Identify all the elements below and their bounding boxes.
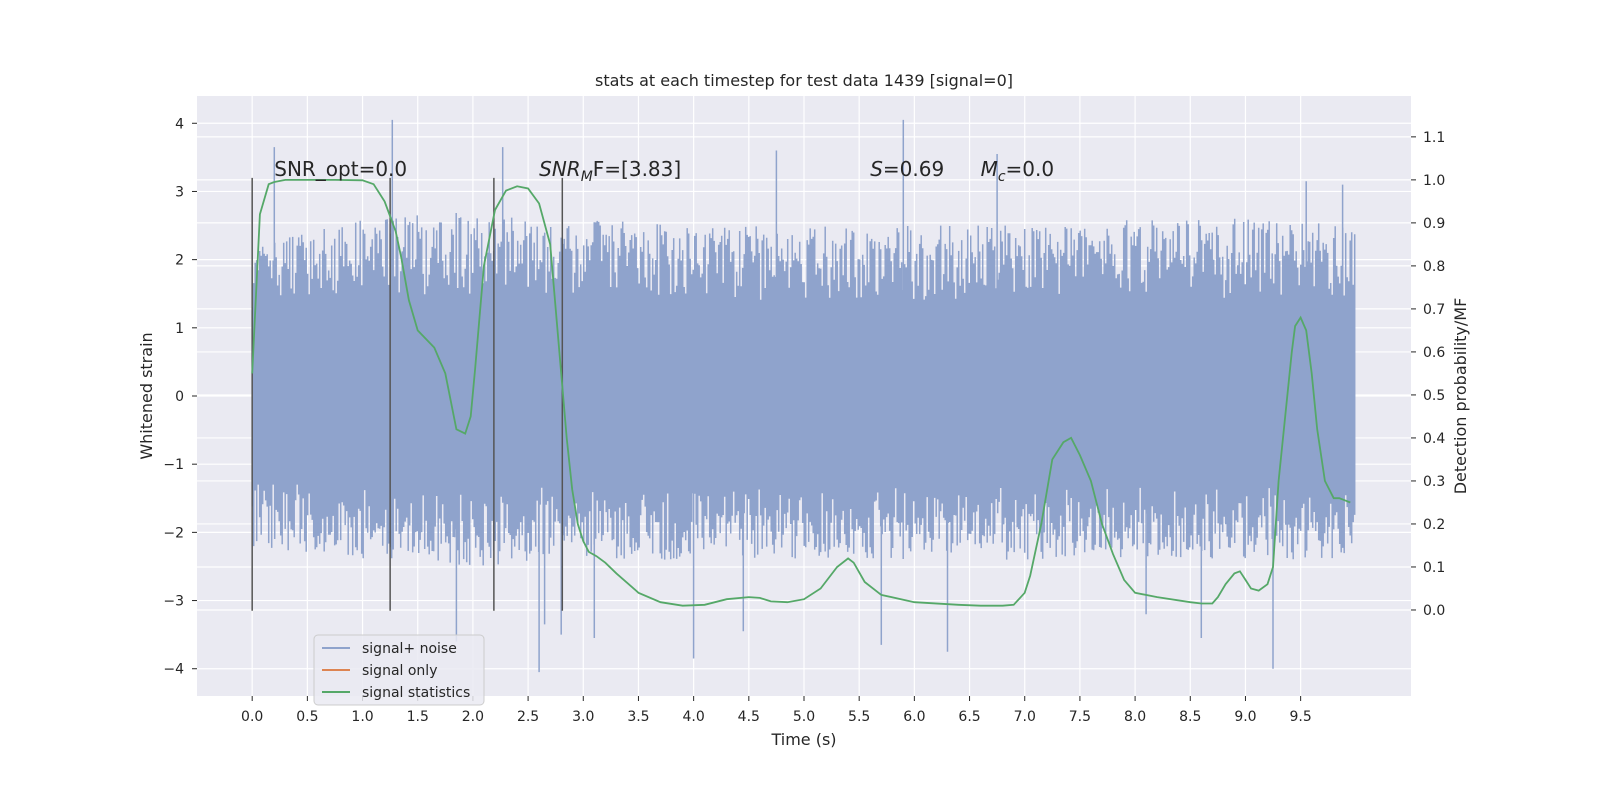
y-right-tick-label: 0.8 <box>1423 259 1445 275</box>
y-left-tick-label: 0 <box>175 389 184 405</box>
line-series <box>251 178 1351 607</box>
y-left-tick-label: −4 <box>163 662 184 678</box>
x-tick-label: 9.5 <box>1290 709 1312 725</box>
x-tick-label: 5.0 <box>793 709 815 725</box>
annotation-snr-mf: SNRMF=[3.83] <box>539 157 681 185</box>
x-tick-label: 2.5 <box>517 709 539 725</box>
y-axis-left-label: Whitened strain <box>137 332 156 459</box>
annotation-snr-opt: SNR_opt=0.0 <box>274 157 407 181</box>
y-axis-right-label: Detection probability/MF <box>1451 298 1470 495</box>
legend-label: signal only <box>362 663 437 679</box>
x-tick-label: 6.5 <box>958 709 980 725</box>
noise-series <box>251 119 1356 673</box>
annotations: SNR_opt=0.0 SNRMF=[3.83] S=0.69 Mc=0.0 <box>274 157 1054 185</box>
x-tick-label: 7.0 <box>1014 709 1036 725</box>
x-axis-label: Time (s) <box>770 730 836 749</box>
x-tick-label: 3.5 <box>627 709 649 725</box>
x-tick-label: 1.5 <box>407 709 429 725</box>
x-axis: 0.0 0.5 1.0 1.5 2.0 2.5 3.0 3.5 4.0 4.5 5.0 5.5 6.0 6… <box>241 696 1312 725</box>
x-tick-label: 7.5 <box>1069 709 1091 725</box>
annotation-s: S=0.69 <box>870 157 944 181</box>
x-tick-label: 6.0 <box>903 709 925 725</box>
x-tick-label: 0.0 <box>241 709 263 725</box>
y-right-tick-label: 0.1 <box>1423 560 1445 576</box>
x-tick-label: 4.5 <box>738 709 760 725</box>
legend-label: signal+ noise <box>362 641 457 657</box>
x-tick-label: 0.5 <box>296 709 318 725</box>
x-tick-label: 2.0 <box>462 709 484 725</box>
x-tick-label: 9.0 <box>1234 709 1256 725</box>
y-right-tick-label: 0.7 <box>1423 302 1445 318</box>
x-tick-label: 3.0 <box>572 709 594 725</box>
legend-label: signal statistics <box>362 685 470 701</box>
annotation-mc: Mc=0.0 <box>981 157 1055 185</box>
legend-box <box>313 634 485 706</box>
x-tick-label: 1.0 <box>351 709 373 725</box>
y-right-tick-label: 0.6 <box>1423 345 1445 361</box>
x-tick-label: 5.5 <box>848 709 870 725</box>
y-left-tick-label: 2 <box>175 253 184 269</box>
y-left-tick-label: −1 <box>163 457 184 473</box>
y-right-tick-label: 0.2 <box>1423 517 1445 533</box>
chart-title: stats at each timestep for test data 143… <box>595 71 1013 90</box>
y-left-tick-label: −3 <box>163 594 184 610</box>
y-right-tick-label: 0.3 <box>1423 474 1445 490</box>
y-right-tick-label: 0.4 <box>1423 431 1445 447</box>
y-axis-left: −4 −3 −2 −1 0 1 2 3 4 <box>163 116 197 678</box>
x-tick-label: 8.5 <box>1179 709 1201 725</box>
legend: signal+ noise signal only signal statistic… <box>313 634 485 706</box>
y-left-tick-label: 4 <box>175 116 184 132</box>
y-right-tick-label: 0.9 <box>1423 216 1445 232</box>
y-left-tick-label: −2 <box>163 525 184 541</box>
y-right-tick-label: 0.5 <box>1423 388 1445 404</box>
y-left-tick-label: 3 <box>175 184 184 200</box>
series-signal-statistics <box>251 178 1351 607</box>
y-axis-right: 0.0 0.1 0.2 0.3 0.4 0.5 0.6 0.7 0.8 0.9 1.0 1.1 <box>1411 130 1445 619</box>
y-left-tick-label: 1 <box>175 321 184 337</box>
y-right-tick-label: 1.1 <box>1423 130 1445 146</box>
x-tick-label: 4.0 <box>683 709 705 725</box>
y-right-tick-label: 1.0 <box>1423 173 1445 189</box>
x-tick-label: 8.0 <box>1124 709 1146 725</box>
y-right-tick-label: 0.0 <box>1423 603 1445 619</box>
